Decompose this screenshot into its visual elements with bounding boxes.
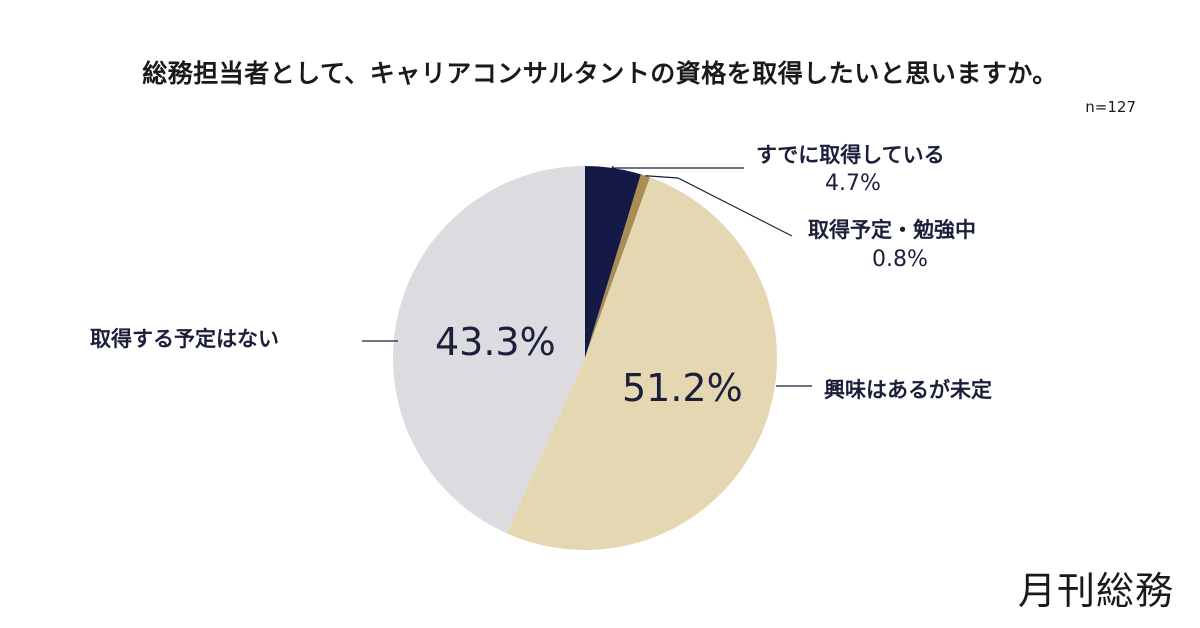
leader-line-planning: [645, 175, 793, 237]
chart-title: 総務担当者として、キャリアコンサルタントの資格を取得したいと思いますか。: [142, 59, 1058, 88]
slice-already: [585, 166, 641, 358]
slice-value-planning: 0.8%: [872, 247, 928, 272]
slice-value-no-plan: 43.3%: [435, 320, 556, 364]
slice-undecided: [506, 177, 778, 551]
slice-value-already: 4.7%: [825, 171, 881, 196]
slice-value-undecided: 51.2%: [622, 366, 743, 410]
slice-no-plan: [393, 166, 585, 534]
slice-label-no-plan: 取得する予定はない: [90, 327, 279, 351]
slice-label-undecided: 興味はあるが未定: [824, 378, 992, 402]
slice-planning: [585, 174, 651, 358]
slice-label-planning: 取得予定・勉強中: [808, 218, 976, 242]
publisher-logo: 月刊総務: [1017, 569, 1174, 613]
slice-label-already: すでに取得している: [756, 143, 945, 167]
leader-line-already: [610, 165, 744, 169]
sample-size: n=127: [1085, 98, 1136, 116]
